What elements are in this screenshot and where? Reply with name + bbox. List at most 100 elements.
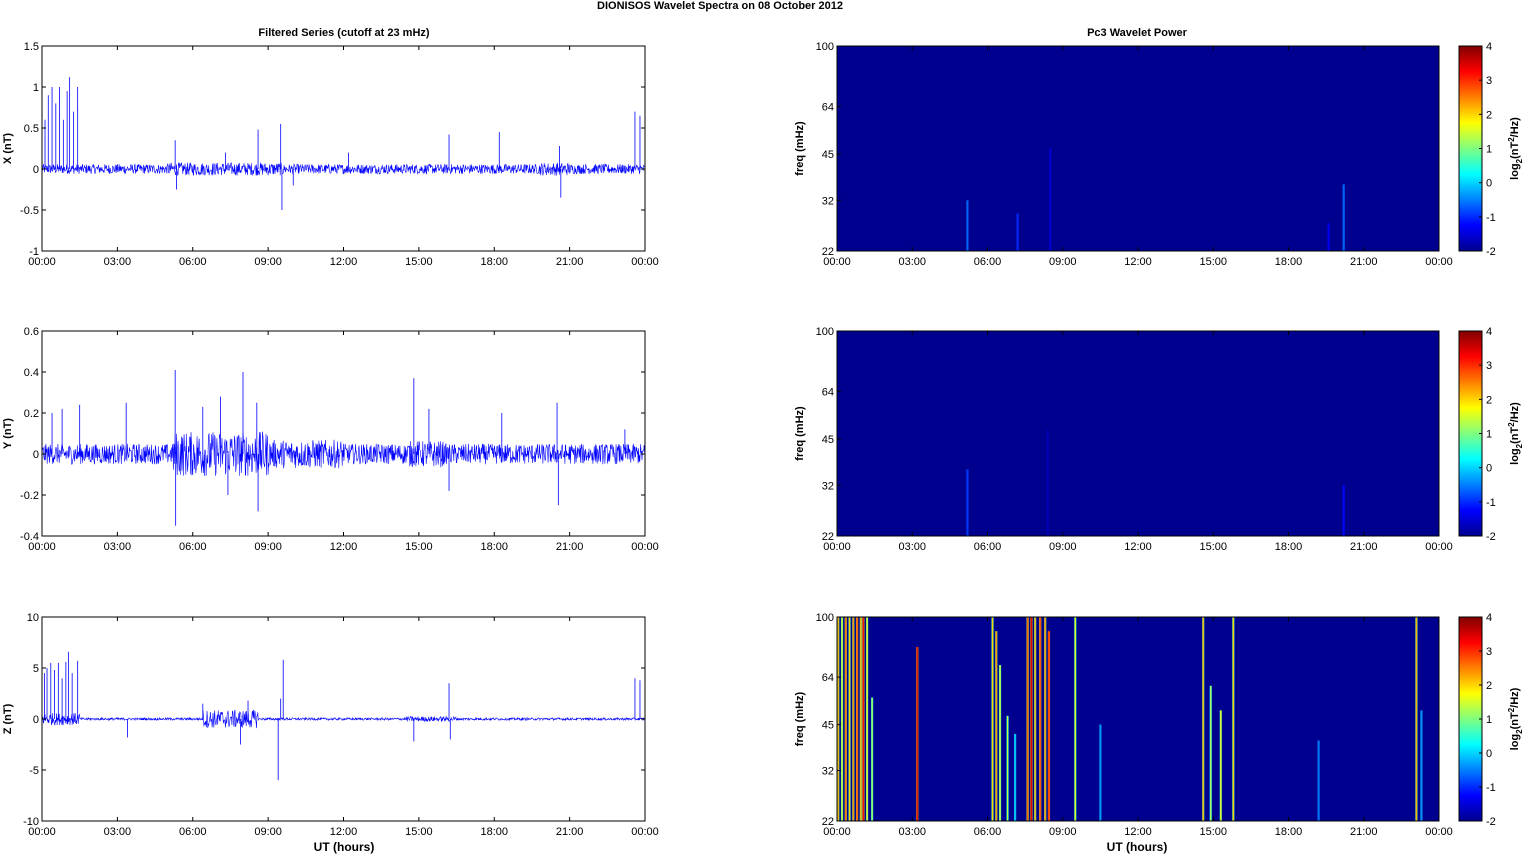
series-y-xtick-label: 15:00 bbox=[405, 541, 433, 553]
series-y-ytick-label: -0.2 bbox=[20, 490, 39, 502]
series-y-xtick-label: 12:00 bbox=[330, 541, 358, 553]
spectrum-y-colorbar-tick-label: 3 bbox=[1486, 360, 1492, 372]
spectrum-y-colorbar bbox=[1458, 330, 1483, 537]
spectrum-x-colorbar-label-part: log bbox=[1509, 163, 1521, 180]
spectrum-z-event-core bbox=[848, 617, 851, 821]
spectrum-z-event-core bbox=[1039, 617, 1041, 821]
series-z-xtick-label: 09:00 bbox=[254, 826, 282, 838]
spectrum-y-ytick-label: 100 bbox=[816, 326, 834, 338]
series-x-axes-frame bbox=[41, 45, 646, 252]
spectrum-z-event-core bbox=[837, 617, 839, 821]
spectrum-z-event-core bbox=[1210, 685, 1212, 821]
spectrum-y-xtick-label: 15:00 bbox=[1199, 541, 1227, 553]
spectrum-x-event bbox=[966, 200, 969, 251]
spectrum-x-colorbar-tick-label: -1 bbox=[1486, 212, 1496, 224]
series-y-xtick-label: 21:00 bbox=[556, 541, 584, 553]
spectrum-x-ytick-label: 22 bbox=[822, 246, 834, 258]
spectrum-y-xtick-label: 18:00 bbox=[1275, 541, 1303, 553]
spectrum-z-event-core bbox=[1232, 617, 1234, 821]
spectrum-z-xtick-label: 18:00 bbox=[1275, 826, 1303, 838]
series-z-xtick-label: 00:00 bbox=[631, 826, 659, 838]
series-y-ytick-label: 0.6 bbox=[24, 326, 39, 338]
series-z-xtick-label: 21:00 bbox=[556, 826, 584, 838]
spectrum-z-colorbar-tick-label: 1 bbox=[1486, 714, 1492, 726]
spectrum-y-colorbar-tick-label: 4 bbox=[1486, 326, 1492, 338]
spectrum-y-xtick-label: 03:00 bbox=[898, 541, 926, 553]
series-z-xtick-label: 18:00 bbox=[480, 826, 508, 838]
spectrum-z-colorbar-label-part: /Hz) bbox=[1509, 687, 1521, 708]
spectrum-z-event-core bbox=[845, 617, 847, 821]
series-y-axes-frame bbox=[41, 330, 646, 537]
spectrum-z-ytick-label: 45 bbox=[822, 720, 834, 732]
spectrum-y-xtick-label: 12:00 bbox=[1124, 541, 1152, 553]
spectrum-z-event-core bbox=[1074, 617, 1076, 821]
spectrum-x-colorbar-label-part: /Hz) bbox=[1509, 117, 1521, 138]
spectrum-y-panel bbox=[837, 331, 1439, 536]
spectrum-z-colorbar bbox=[1458, 616, 1483, 822]
spectrum-y-event bbox=[1046, 430, 1049, 536]
spectrum-z-event-core bbox=[1415, 617, 1418, 821]
series-z-ytick-label: -10 bbox=[23, 816, 39, 828]
spectrum-y-colorbar-tick-label: 2 bbox=[1486, 394, 1492, 406]
series-y-xtick-label: 09:00 bbox=[254, 541, 282, 553]
spectrum-x-background bbox=[837, 46, 1439, 251]
spectrum-z-event-core bbox=[1048, 631, 1050, 821]
series-y-xtick-label: 06:00 bbox=[179, 541, 207, 553]
spectrum-z-event-core bbox=[866, 617, 868, 821]
spectrum-z-event bbox=[1317, 740, 1320, 821]
spectrum-y-colorbar-label-part: (nT bbox=[1509, 427, 1521, 444]
spectrum-x-colorbar-tick-label: 0 bbox=[1486, 178, 1492, 190]
spectrum-y-colorbar-tick-label: 0 bbox=[1486, 463, 1492, 475]
spectrum-x-xtick-label: 03:00 bbox=[898, 256, 926, 268]
spectrum-z-colorbar-tick-label: -2 bbox=[1486, 816, 1496, 828]
spectrum-y-background bbox=[837, 331, 1439, 536]
spectrum-z-colorbar-tick-label: -1 bbox=[1486, 782, 1496, 794]
series-y-xtick-label: 00:00 bbox=[631, 541, 659, 553]
spectrum-z-event-core bbox=[856, 617, 858, 821]
spectrum-z-ytick-label: 22 bbox=[822, 816, 834, 828]
spectrum-y-ytick-label: 22 bbox=[822, 531, 834, 543]
series-x-xtick-label: 21:00 bbox=[556, 256, 584, 268]
spectrum-z-event bbox=[1420, 710, 1423, 821]
spectrum-x-ylabel: freq (mHz) bbox=[794, 121, 806, 176]
spectrum-x-panel bbox=[837, 46, 1439, 251]
spectrum-z-event-core bbox=[852, 617, 854, 821]
spectrum-x-colorbar-label: log2(nT2/Hz) bbox=[1507, 117, 1524, 180]
spectrum-z-xtick-label: 09:00 bbox=[1049, 826, 1077, 838]
spectrum-y-colorbar-label-part: log bbox=[1509, 448, 1521, 465]
spectrum-x-colorbar-tick-label: 3 bbox=[1486, 75, 1492, 87]
spectrum-y-colorbar-tick-label: 1 bbox=[1486, 429, 1492, 441]
spectrum-z-event-core bbox=[1006, 715, 1009, 821]
spectrum-y-xtick-label: 00:00 bbox=[1425, 541, 1453, 553]
left-column-title: Filtered Series (cutoff at 23 mHz) bbox=[258, 27, 429, 39]
series-x-xtick-label: 00:00 bbox=[631, 256, 659, 268]
spectrum-x-colorbar-label-part: 2 bbox=[1507, 137, 1516, 142]
spectrum-x-xtick-label: 12:00 bbox=[1124, 256, 1152, 268]
spectrum-y-xtick-label: 09:00 bbox=[1049, 541, 1077, 553]
spectrum-z-event-core bbox=[841, 617, 843, 821]
series-x-xtick-label: 03:00 bbox=[104, 256, 132, 268]
series-x-xtick-label: 00:00 bbox=[28, 256, 56, 268]
spectrum-y-event bbox=[1342, 485, 1345, 536]
spectrum-y-ytick-label: 45 bbox=[822, 434, 834, 446]
spectrum-z-xtick-label: 06:00 bbox=[974, 826, 1002, 838]
spectrum-z-xtick-label: 21:00 bbox=[1350, 826, 1378, 838]
spectrum-y-colorbar-tick-label: -2 bbox=[1486, 531, 1496, 543]
spectrum-x-ytick-label: 32 bbox=[822, 195, 834, 207]
spectrum-z-xtick-label: 12:00 bbox=[1124, 826, 1152, 838]
series-x-ytick-label: -0.5 bbox=[20, 205, 39, 217]
spectrum-z-colorbar-label-part: log bbox=[1509, 734, 1521, 751]
series-x-ylabel: X (nT) bbox=[2, 133, 14, 164]
spectrum-x-event bbox=[1342, 184, 1345, 251]
spectrum-y-colorbar-label-part: 2 bbox=[1507, 422, 1516, 427]
spectrum-z-ytick-label: 100 bbox=[816, 612, 834, 624]
spectrum-x-xtick-label: 18:00 bbox=[1275, 256, 1303, 268]
spectrum-z-colorbar-label-part: 2 bbox=[1515, 729, 1524, 734]
spectrum-x-xtick-label: 09:00 bbox=[1049, 256, 1077, 268]
spectrum-z-event-core bbox=[916, 647, 918, 821]
series-y-ytick-label: 0 bbox=[33, 449, 39, 461]
spectrum-x-event bbox=[1016, 213, 1019, 251]
series-x-xtick-label: 12:00 bbox=[330, 256, 358, 268]
series-x-xtick-label: 06:00 bbox=[179, 256, 207, 268]
spectrum-x-colorbar-tick-label: -2 bbox=[1486, 246, 1496, 258]
